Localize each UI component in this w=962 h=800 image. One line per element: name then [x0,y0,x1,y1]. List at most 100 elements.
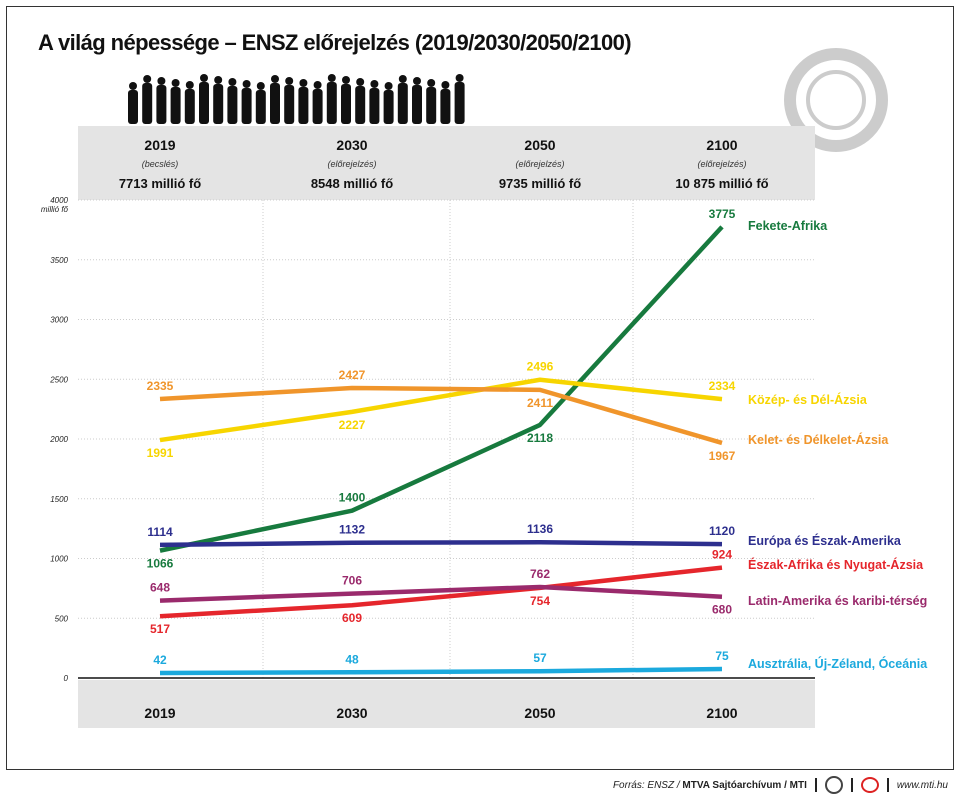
data-label: 2411 [527,396,553,410]
series-line [159,377,723,443]
header-note: (előrejelzés) [515,159,564,169]
person-icon [440,89,451,124]
y-tick-label: 1000 [50,555,68,564]
source-prefix: Forrás: ENSZ / [612,779,683,791]
person-icon [383,90,394,124]
legend-entry: Latin-Amerika és karibi-térség [748,594,927,608]
y-tick-label: 500 [55,614,69,623]
header-band [78,126,815,200]
person-icon [129,82,137,90]
y-tick-label: 2500 [49,375,68,384]
person-icon [213,84,224,124]
data-label: 1066 [147,557,174,571]
person-icon [312,89,323,124]
person-icon [327,74,336,82]
person-icon [355,86,366,124]
data-label: 762 [530,567,550,581]
un-emblem-icon [806,70,866,130]
header-note: (becslés) [142,159,179,169]
legend-entry: Észak-Afrika és Nyugat-Ázsia [748,557,924,572]
data-label: 754 [530,594,550,608]
person-icon [170,87,181,124]
header-note: (előrejelzés) [697,159,746,169]
person-icon [326,82,337,124]
person-icon [214,76,223,84]
header-total: 7713 millió fő [119,176,201,191]
person-icon [454,82,465,124]
data-label: 924 [712,548,732,562]
person-icon [184,89,195,124]
person-icon [397,83,408,124]
person-icon [298,87,309,124]
person-icon [241,88,252,124]
person-icon [143,75,152,83]
series-line [159,225,724,553]
data-label: 1120 [709,524,735,538]
person-icon [299,79,308,87]
data-label: 648 [150,581,170,595]
divider [814,778,817,792]
footer: Forrás: ENSZ / MTVA Sajtóarchívum / MTI … [613,776,948,794]
data-label: 2227 [339,418,366,432]
data-label: 3775 [709,207,736,221]
header-note: (előrejelzés) [327,159,376,169]
header-total: 8548 millió fő [311,176,393,191]
x-tick-label: 2100 [706,705,737,721]
data-label: 680 [712,603,732,617]
person-icon [455,74,464,82]
person-icon [369,88,380,124]
divider [886,778,889,792]
person-icon [370,80,379,88]
header-total: 9735 millió fő [499,176,581,191]
person-icon [413,77,421,85]
source-bold: MTVA Sajtóarchívum / MTI [682,779,807,791]
person-icon [313,81,322,89]
data-label: 42 [153,653,167,667]
person-icon [228,78,237,86]
data-label: 1991 [147,446,174,460]
person-icon [128,90,138,124]
person-icon [227,86,238,124]
chart-title: A világ népessége – ENSZ előrejelzés (20… [38,30,632,55]
series-line [159,385,723,446]
legend-entry: Ausztrália, Új-Zéland, Óceánia [748,656,928,671]
divider [850,778,853,792]
person-icon [200,74,208,82]
y-tick-label: 0 [64,674,69,683]
data-label: 2335 [147,379,174,393]
person-icon [270,83,280,124]
data-label: 1132 [339,523,365,537]
person-icon [157,77,166,85]
series-line [159,584,723,603]
person-icon [384,82,393,90]
person-icon [142,83,153,124]
data-label: 609 [342,611,362,625]
mtva-logo [824,776,843,794]
person-icon [426,87,437,124]
header-year: 2030 [336,137,367,153]
person-icon [412,85,422,124]
person-icon [171,79,180,87]
x-tick-label: 2050 [524,705,555,721]
legend-entry: Közép- és Dél-Ázsia [748,392,868,407]
legend-entry: Európa és Észak-Amerika [748,533,902,548]
un-emblem-icon [784,48,888,152]
person-icon [398,75,407,83]
series-line [159,565,723,619]
data-label: 1114 [147,525,173,539]
source: Forrás: ENSZ / MTVA Sajtóarchívum / MTI [613,780,807,791]
person-icon [356,78,365,86]
person-icon [441,81,450,89]
person-icon [256,82,265,90]
person-icon [285,77,294,85]
data-label: 1967 [709,449,736,463]
legend-entry: Kelet- és Délkelet-Ázsia [748,432,889,447]
person-icon [427,79,436,87]
website-link[interactable]: www.mti.hu [896,779,948,791]
header-year: 2050 [524,137,555,153]
legend-entry: Fekete-Afrika [748,219,828,233]
y-tick-label: 1500 [50,495,68,504]
data-label: 706 [342,574,362,588]
